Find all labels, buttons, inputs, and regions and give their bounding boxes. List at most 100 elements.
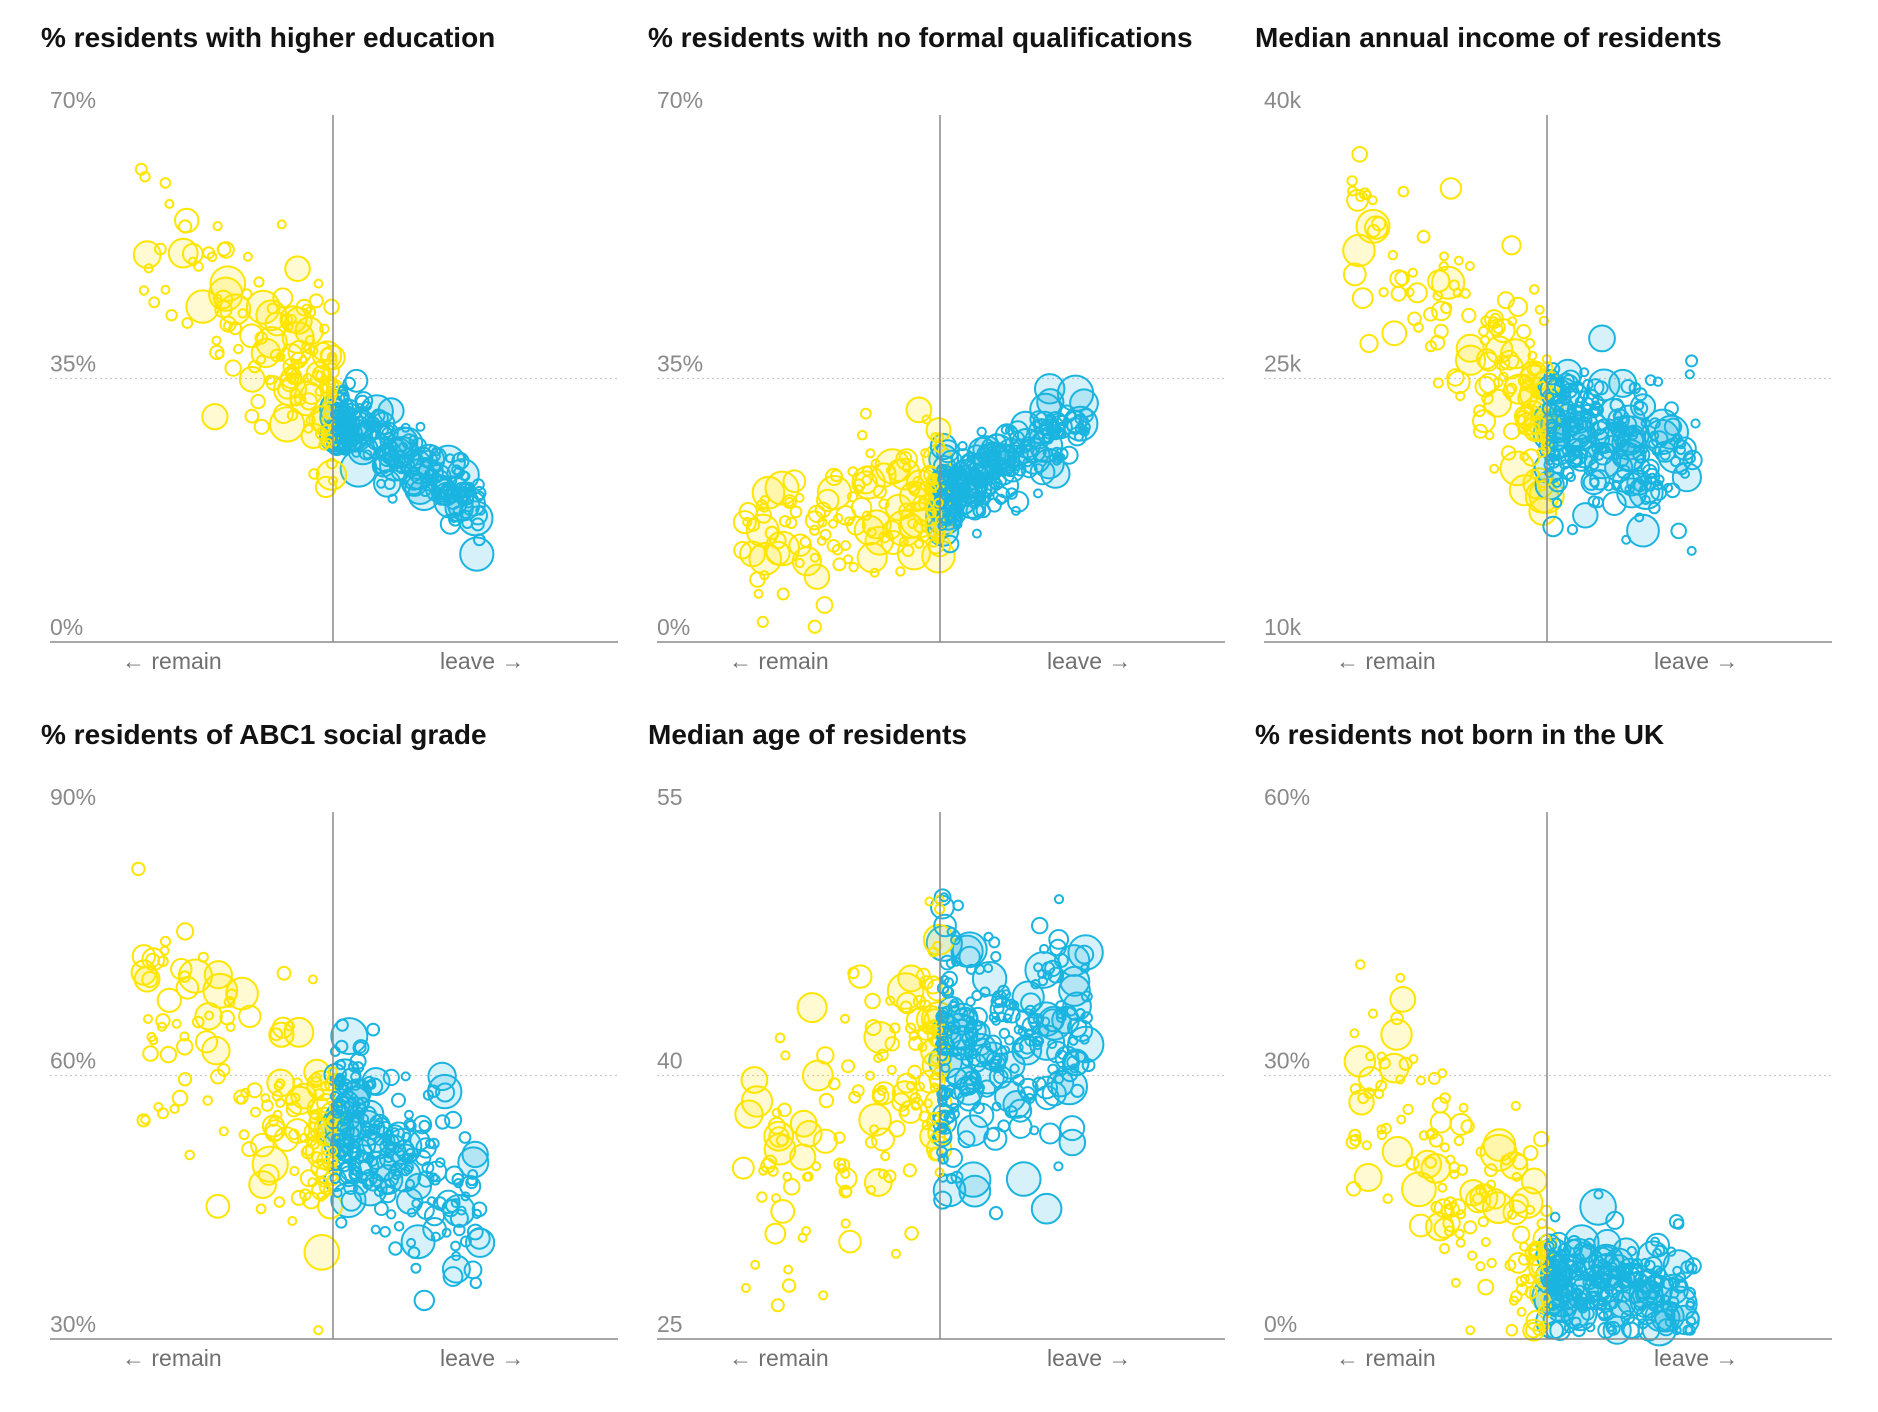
remain-point [216,241,232,257]
remain-point [872,1089,886,1103]
remain-point [1529,362,1542,376]
leave-point [1642,463,1658,480]
remain-point [865,1070,876,1081]
leave-point [338,440,349,451]
leave-point [979,494,990,505]
scatter-plot: 25 40 55 ← remain leave → [657,784,1225,1371]
leave-point [337,1146,350,1158]
remain-point [241,1141,258,1158]
leave-point [1009,1063,1020,1074]
leave-point [374,1135,385,1146]
remain-point [264,1119,286,1142]
remain-point [1477,1278,1495,1296]
remain-point [1527,350,1538,361]
leave-point [1611,1279,1635,1303]
leave-point [1565,471,1576,483]
remain-point [740,1283,751,1293]
leave-point [1594,450,1605,461]
remain-point [920,448,931,459]
leave-point [985,433,1008,455]
leave-point [1558,1294,1569,1305]
remain-point [1413,322,1424,333]
remain-point [840,1168,851,1179]
remain-point [1432,377,1444,389]
remain-point [185,289,220,324]
remain-point [1440,1204,1455,1219]
leave-point [1671,1325,1682,1336]
leave-point [1544,455,1555,466]
remain-point [257,1163,280,1186]
remain-point [322,1185,333,1196]
leave-point [1564,443,1575,454]
remain-point [794,557,805,569]
remain-point [882,1169,897,1184]
remain-point [861,510,872,521]
remain-point [840,1218,851,1229]
remain-point [178,219,193,234]
leave-point [398,441,409,452]
y-tick-label: 70% [50,87,96,113]
remain-point [1346,175,1358,187]
leave-point [931,1126,953,1148]
leave-point [456,452,467,463]
leave-point [453,1223,466,1237]
remain-point [804,510,825,531]
y-tick-label: 35% [50,351,96,377]
leave-point [937,520,948,531]
remain-point [276,219,287,230]
y-tick-label: 40 [657,1048,683,1074]
remain-point [778,515,792,528]
leave-point [1579,409,1590,420]
remain-point [216,1063,231,1077]
leave-point [1573,414,1585,426]
remain-point [869,567,880,578]
leave-point [1686,1262,1698,1274]
leave-point [434,1114,451,1130]
leave-point [1650,1236,1661,1247]
leave-point [411,1198,422,1209]
remain-direction-label: ← remain [729,648,829,674]
leave-point [961,1030,979,1048]
leave-point [1578,1298,1589,1309]
remain-point [1510,1100,1521,1111]
leave-point [404,1109,414,1120]
remain-point [308,1112,321,1124]
leave-point [1068,1035,1079,1046]
leave-point [338,384,349,395]
leave-point [986,497,1002,513]
leave-point [967,1047,980,1059]
remain-point [1481,392,1494,405]
leave-point [1597,1258,1609,1270]
leave-point [461,1140,489,1169]
remain-point [1487,318,1506,337]
leave-point [940,1063,951,1074]
remain-point [308,468,320,480]
remain-point [1449,1169,1460,1180]
remain-point [921,1120,932,1131]
leave-point [459,1235,472,1248]
remain-point [1458,1102,1469,1113]
leave-point [417,446,432,461]
remain-point [922,1098,933,1109]
leave-point [372,1120,383,1130]
leave-point [1672,1218,1685,1230]
remain-point [1440,1142,1450,1153]
leave-point [1690,418,1701,429]
remain-point [1425,1129,1436,1140]
remain-point [756,615,769,629]
leave-point [933,1190,953,1210]
remain-point [1358,1066,1384,1092]
remain-point [314,386,325,397]
remain-point [1438,1243,1451,1255]
remain-point [896,1072,918,1094]
scatter-plot: 10k 25k 40k ← remain leave → [1264,87,1832,674]
leave-point [407,1152,418,1163]
leave-point [997,1119,1011,1133]
leave-point [1547,1301,1558,1311]
leave-point [466,1175,478,1187]
remain-point [323,438,333,448]
leave-point [400,1166,411,1177]
leave-point [368,1156,379,1167]
chart-panel-median-income: Median annual income of residents 10k 25k 4… [1214,0,1832,674]
remain-point [1378,287,1389,298]
